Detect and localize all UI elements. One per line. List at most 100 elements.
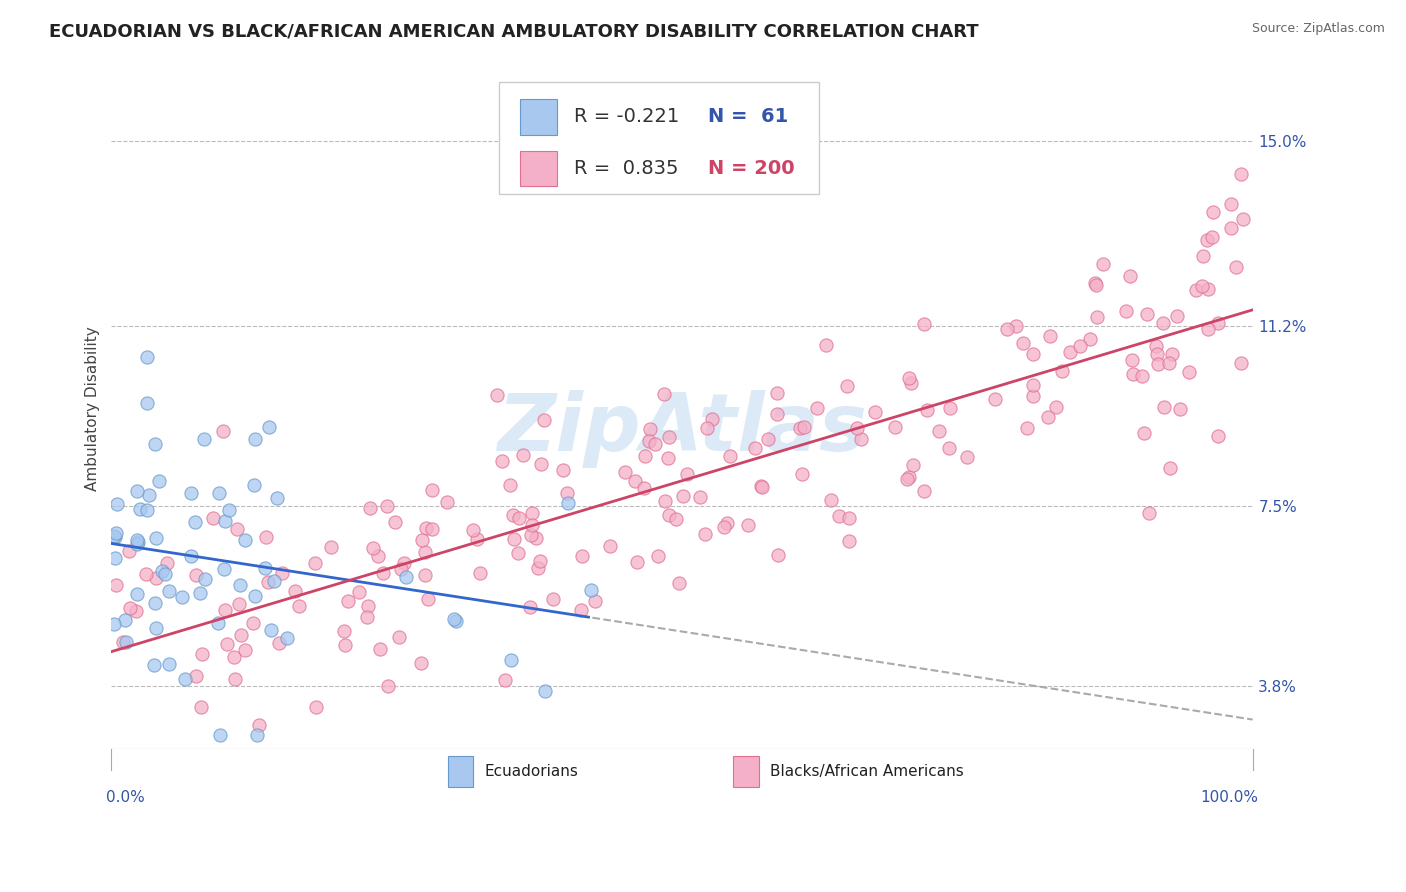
Point [468,566,491,580]
Point [806,401,828,416]
Point [508,511,530,525]
Point [356,599,378,614]
Point [1232,212,1254,227]
Point [571,549,593,564]
Point [1022,378,1045,392]
Text: 100.0%: 100.0% [1201,790,1258,805]
Point [118,601,141,615]
Point [170,591,193,605]
Point [689,491,711,505]
Point [555,486,578,500]
Point [229,628,252,642]
Point [502,508,524,522]
Point [530,457,553,471]
Point [384,515,406,529]
Point [191,647,214,661]
Point [846,421,869,435]
Point [1050,364,1073,378]
Point [304,556,326,570]
Point [188,586,211,600]
Point [912,317,935,331]
Point [276,631,298,645]
Point [1201,229,1223,244]
Point [668,576,690,591]
Point [1147,357,1170,371]
Point [207,486,229,500]
Point [756,432,779,446]
Point [529,554,551,568]
Point [411,533,433,547]
Point [1206,428,1229,442]
Point [125,604,148,618]
Text: ECUADORIAN VS BLACK/AFRICAN AMERICAN AMBULATORY DISABILITY CORRELATION CHART: ECUADORIAN VS BLACK/AFRICAN AMERICAN AMB… [49,22,979,40]
Point [284,583,307,598]
Point [127,587,149,601]
Point [103,550,125,565]
Point [665,512,688,526]
Point [246,728,269,742]
Point [1146,347,1168,361]
Point [814,337,837,351]
Point [253,561,276,575]
Point [422,522,444,536]
Point [180,485,202,500]
Point [143,658,166,673]
Point [184,668,207,682]
Point [215,637,238,651]
Point [654,493,676,508]
Point [1012,335,1035,350]
Point [569,603,592,617]
Point [534,684,557,698]
Point [211,424,233,438]
Text: N = 200: N = 200 [709,159,794,178]
Point [138,488,160,502]
Point [647,549,669,563]
Point [145,621,167,635]
Point [214,562,236,576]
Point [375,499,398,513]
Point [1144,339,1167,353]
Point [1017,421,1039,435]
Text: R =  0.835: R = 0.835 [574,159,678,178]
Point [257,575,280,590]
Point [744,441,766,455]
Point [1085,310,1108,324]
Point [1045,400,1067,414]
Point [361,541,384,555]
Point [194,572,217,586]
Point [103,529,125,543]
Point [105,525,128,540]
Point [912,484,935,499]
Point [184,515,207,529]
Point [499,653,522,667]
Point [233,533,256,548]
Point [1201,204,1223,219]
Point [201,511,224,525]
Point [624,475,647,489]
Point [1092,257,1115,271]
Point [652,386,675,401]
Point [243,590,266,604]
Point [519,528,541,542]
Point [269,636,291,650]
Point [1197,322,1219,336]
Point [105,578,128,592]
Point [243,432,266,446]
Point [127,534,149,549]
Point [409,656,432,670]
Point [193,433,215,447]
Bar [734,756,758,787]
Point [1021,347,1043,361]
Point [114,613,136,627]
Point [208,728,231,742]
Text: R = -0.221: R = -0.221 [574,107,679,127]
Point [718,449,741,463]
Point [260,623,283,637]
Point [557,496,579,510]
Point [254,530,277,544]
Point [145,571,167,585]
Point [995,322,1018,336]
Point [1220,197,1243,211]
Point [415,521,437,535]
Point [389,562,412,576]
